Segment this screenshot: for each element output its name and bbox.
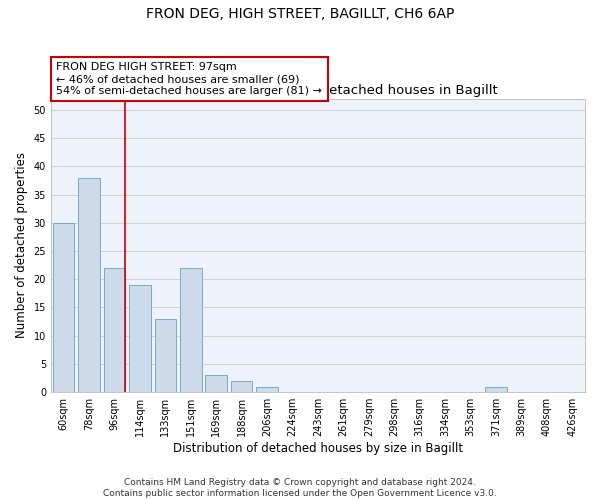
Bar [231,381,253,392]
Bar [485,386,507,392]
Bar [53,223,74,392]
X-axis label: Distribution of detached houses by size in Bagillt: Distribution of detached houses by size … [173,442,463,455]
Bar [256,386,278,392]
Bar [155,319,176,392]
Bar [205,376,227,392]
Title: Size of property relative to detached houses in Bagillt: Size of property relative to detached ho… [138,84,498,98]
Bar [104,268,125,392]
Bar [78,178,100,392]
Text: FRON DEG, HIGH STREET, BAGILLT, CH6 6AP: FRON DEG, HIGH STREET, BAGILLT, CH6 6AP [146,8,454,22]
Bar [180,268,202,392]
Y-axis label: Number of detached properties: Number of detached properties [15,152,28,338]
Text: FRON DEG HIGH STREET: 97sqm
← 46% of detached houses are smaller (69)
54% of sem: FRON DEG HIGH STREET: 97sqm ← 46% of det… [56,62,322,96]
Text: Contains HM Land Registry data © Crown copyright and database right 2024.
Contai: Contains HM Land Registry data © Crown c… [103,478,497,498]
Bar [129,285,151,392]
